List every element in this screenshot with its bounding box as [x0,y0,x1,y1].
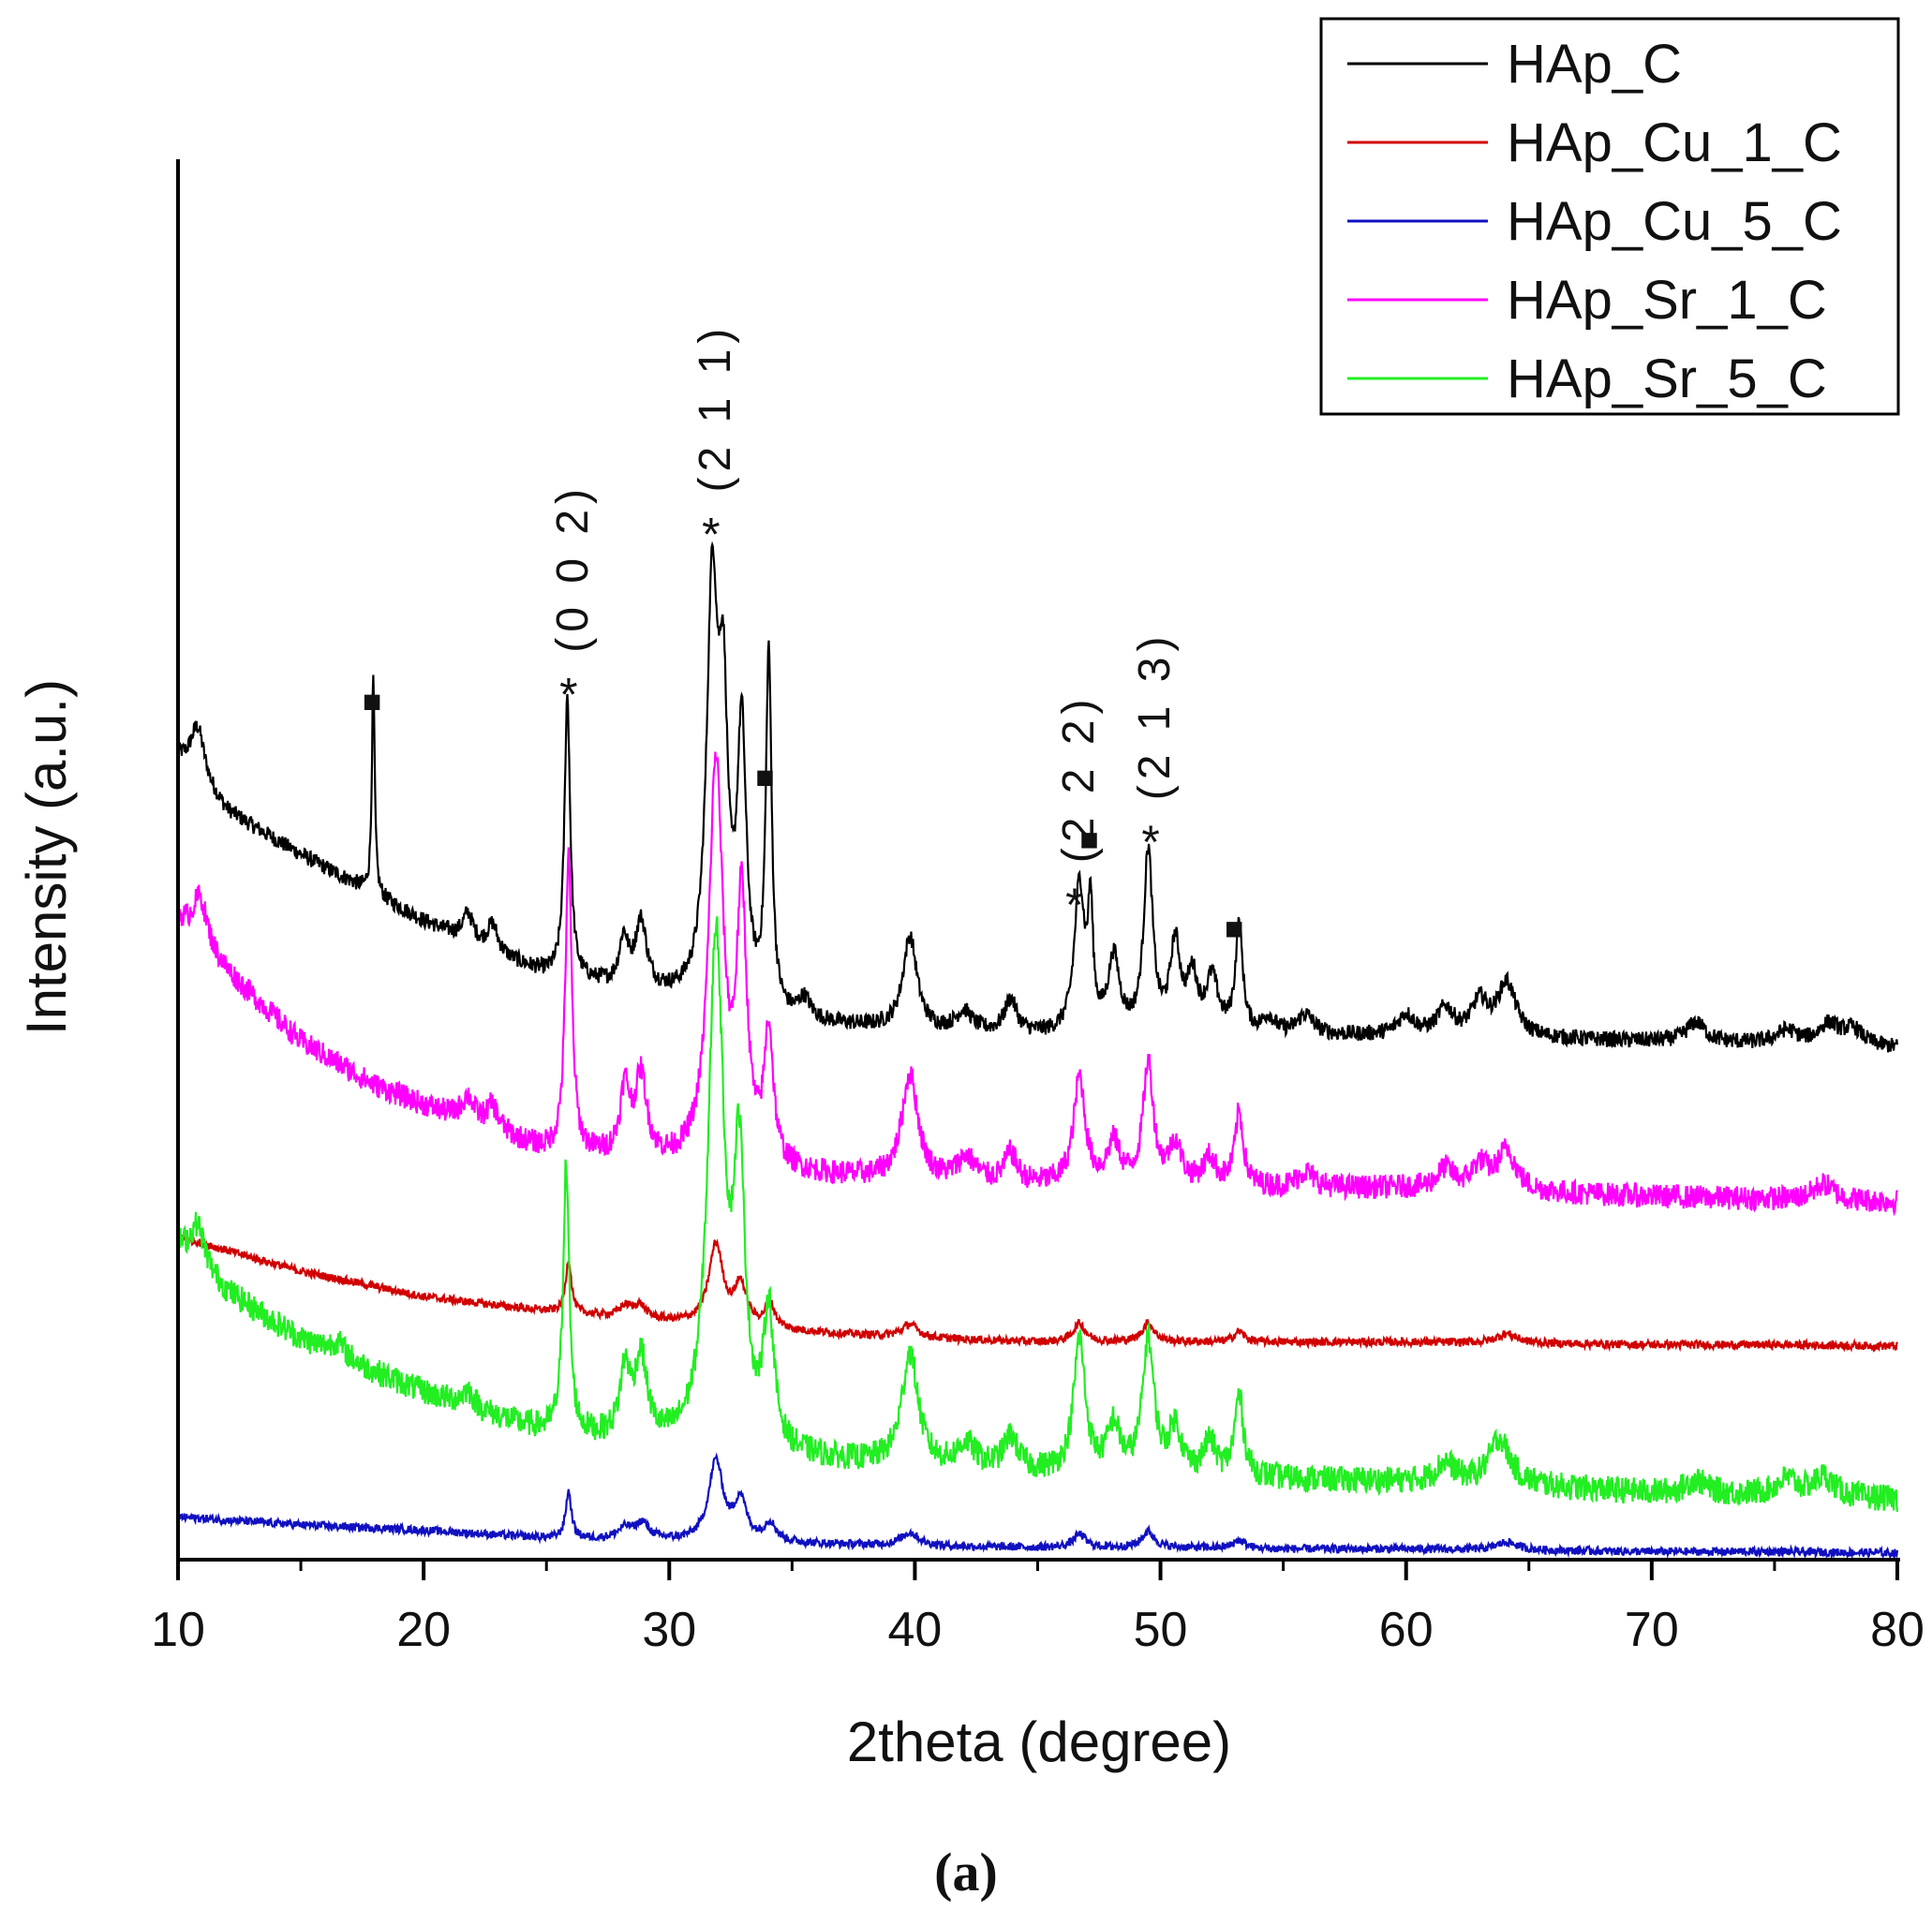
series-line-hap-cu-5-c [177,1452,1899,1561]
x-tick-label: 50 [1134,1603,1188,1657]
x-tick-label: 10 [151,1603,205,1657]
hkl-label: (0 0 2) [548,483,598,653]
legend-label: HAp_Cu_1_C [1507,112,1842,173]
legend-box [1319,17,1900,416]
series-line-hap-sr-1-c [176,751,1898,1217]
hkl-label: (2 1 3) [1130,631,1180,801]
square-marker: ■ [1079,822,1099,858]
hkl-label: (2 2 2) [1054,693,1104,863]
x-tick-label: 60 [1379,1603,1434,1657]
x-axis-title: 2theta (degree) [847,1710,1231,1773]
star-marker: * [702,508,720,560]
figure-caption: (a) [934,1842,998,1903]
x-tick-label: 80 [1870,1603,1925,1657]
legend-label: HAp_C [1507,34,1682,95]
legend-label: HAp_Sr_5_C [1507,348,1827,409]
square-marker: ■ [1225,911,1244,946]
legend-label: HAp_Cu_5_C [1507,191,1842,252]
square-marker: ■ [363,684,382,719]
star-marker: * [1141,816,1159,868]
x-tick-label: 30 [642,1603,696,1657]
x-ticks: 10 20 30 40 50 60 70 80 [151,1560,1925,1657]
series-line-hap-c [176,540,1899,1053]
x-tick-label: 20 [396,1603,451,1657]
star-marker: * [559,669,577,721]
y-axis-title: Intensity (a.u.) [15,679,78,1035]
star-marker: * [1065,879,1083,931]
peak-annotations: * (0 0 2) * (2 1 1) * (2 2 2) * (2 1 3) ■ ■ ■ ■ [363,323,1244,947]
legend-label: HAp_Sr_1_C [1507,270,1827,331]
x-tick-label: 70 [1625,1603,1679,1657]
legend: HAp_C HAp_Cu_1_C HAp_Cu_5_C HAp_Sr_1_C HAp_S… [1319,17,1900,416]
series-line-hap-cu-1-c [177,1234,1898,1354]
series-line-hap-sr-5-c [176,916,1899,1513]
hkl-label: (2 1 1) [691,323,740,493]
x-tick-label: 40 [888,1603,943,1657]
plot-lines [176,540,1899,1561]
square-marker: ■ [755,760,775,795]
